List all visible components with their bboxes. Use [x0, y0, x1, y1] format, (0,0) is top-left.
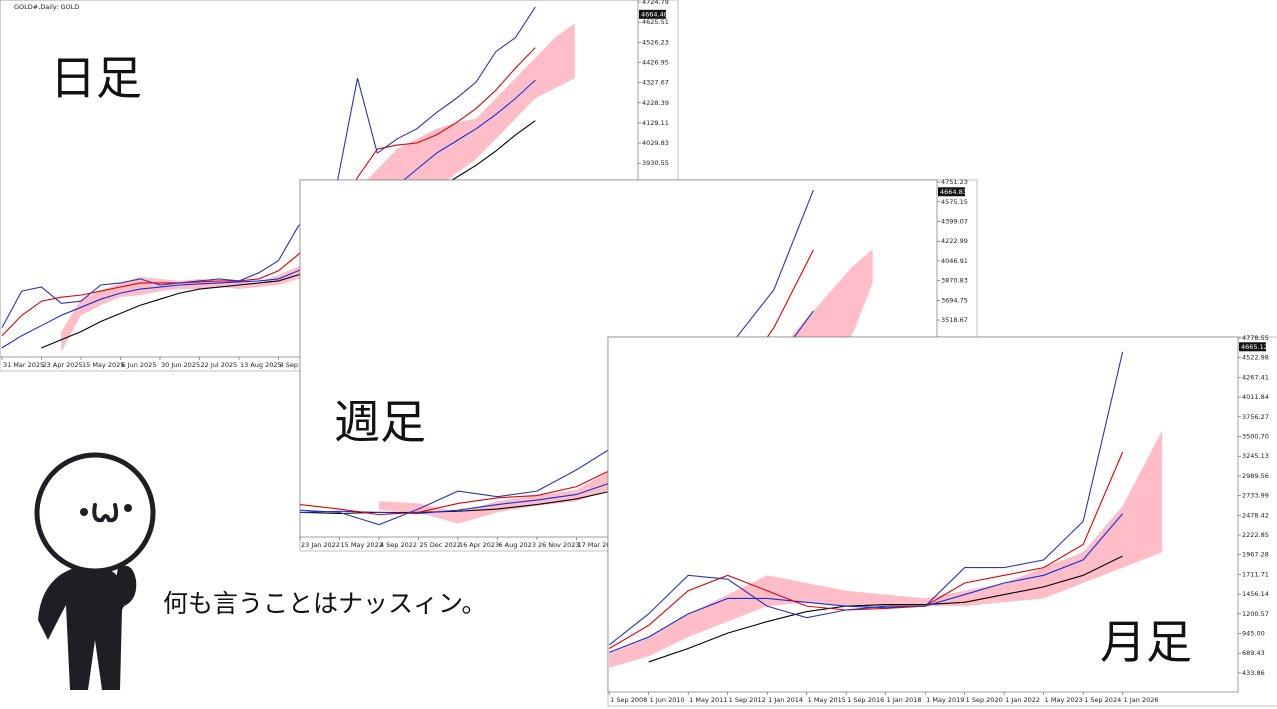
series-line — [1, 79, 536, 349]
y-tick-label: 2989.56 — [1242, 472, 1269, 480]
x-tick-label: 1 May 2015 — [808, 696, 846, 704]
x-tick-label: 15 May 2022 — [340, 541, 382, 549]
series-line — [1, 6, 536, 328]
x-tick-label: 1 Sep 2012 — [729, 696, 766, 704]
x-tick-label: 25 Dec 2022 — [419, 541, 461, 549]
y-tick-label: 3245.13 — [1242, 452, 1269, 460]
x-tick-label: 1 Jun 2010 — [650, 696, 685, 704]
caption: 何も言うことはナッスィン。 — [163, 589, 487, 618]
x-tick-label: 26 Nov 2023 — [538, 541, 580, 549]
y-tick-label: 4228.39 — [642, 99, 669, 107]
x-tick-label: 22 Jul 2025 — [200, 361, 237, 369]
x-tick-label: 31 Mar 2025 — [3, 361, 44, 369]
x-tick-label: 1 Jan 2026 — [1124, 696, 1159, 704]
chart-title: GOLD#,Daily: GOLD — [14, 3, 79, 11]
y-tick-label: 4724.79 — [642, 0, 669, 6]
x-tick-label: 15 May 2025 — [82, 361, 124, 369]
series-line — [608, 513, 1124, 653]
series-line — [41, 120, 536, 349]
x-tick-label: 1 May 2019 — [926, 696, 964, 704]
daily-label: 日足 — [50, 51, 142, 105]
y-tick-label: 3930.55 — [642, 159, 669, 167]
y-tick-label: 4399.07 — [941, 218, 968, 226]
x-tick-label: 13 Aug 2025 — [240, 361, 282, 369]
x-tick-label: 16 Apr 2023 — [459, 541, 499, 549]
y-tick-label: 4011.84 — [1242, 393, 1269, 401]
x-tick-label: 1 May 2011 — [689, 696, 727, 704]
y-tick-label: 3870.83 — [941, 277, 968, 285]
price-tag — [1239, 342, 1266, 352]
character — [34, 452, 156, 690]
series-line — [608, 451, 1124, 650]
y-tick-label: 3518.67 — [941, 316, 968, 324]
y-tick-label: 4522.98 — [1242, 354, 1269, 362]
price-tag-label: 4664.48 — [641, 10, 668, 18]
y-tick-label: 2733.99 — [1242, 492, 1269, 500]
x-tick-label: 23 Apr 2025 — [42, 361, 82, 369]
y-tick-label: 2478.42 — [1242, 511, 1269, 519]
y-tick-label: 945.00 — [1242, 630, 1265, 638]
y-tick-label: 1967.28 — [1242, 551, 1269, 559]
monthly-chart: 4778.55 4522.98 4267.41 4011.84 3756.27 3500.… — [607, 334, 1277, 707]
x-tick-label: 1 Sep 2020 — [966, 696, 1003, 704]
x-tick-label: 1 Jan 2022 — [1005, 696, 1040, 704]
y-tick-label: 4327.67 — [642, 79, 669, 87]
price-tag-label: 4664.83 — [940, 188, 967, 196]
x-tick-label: 1 Sep 2024 — [1084, 696, 1121, 704]
x-tick-label: 1 Sep 2008 — [610, 696, 647, 704]
y-tick-label: 4751.23 — [941, 178, 968, 186]
y-tick-label: 3694.75 — [941, 296, 968, 304]
y-tick-label: 4526.23 — [642, 38, 669, 46]
series-line — [648, 555, 1123, 663]
price-tag — [639, 9, 666, 19]
y-tick-label: 4029.83 — [642, 139, 669, 147]
x-tick-label: 23 Jan 2022 — [301, 541, 340, 549]
y-tick-label: 4625.51 — [642, 18, 669, 26]
y-tick-label: 4129.11 — [642, 119, 669, 127]
y-tick-label: 1456.14 — [1242, 590, 1269, 598]
cloud — [609, 430, 1163, 668]
weekly-label: 週足 — [334, 395, 426, 449]
x-tick-label: 30 Jun 2025 — [161, 361, 200, 369]
x-tick-label: 1 Jan 2014 — [768, 696, 803, 704]
y-tick-label: 3500.70 — [1242, 433, 1269, 441]
y-tick-label: 3756.27 — [1242, 413, 1269, 421]
y-tick-label: 4778.55 — [1242, 334, 1269, 342]
x-tick-label: 4 Sep 2025 — [280, 361, 317, 369]
x-tick-label: 1 Jan 2018 — [887, 696, 922, 704]
y-tick-label: 2222.85 — [1242, 531, 1269, 539]
y-tick-label: 1200.57 — [1242, 610, 1269, 618]
price-tag — [938, 187, 965, 197]
y-tick-label: 4222.99 — [941, 237, 968, 245]
monthly-label: 月足 — [1100, 615, 1192, 669]
y-tick-label: 4046.91 — [941, 257, 968, 265]
y-tick-label: 433.86 — [1242, 669, 1265, 677]
y-tick-label: 689.43 — [1242, 649, 1265, 657]
x-tick-label: 1 Sep 2016 — [847, 696, 884, 704]
x-tick-label: 17 Mar 2024 — [577, 541, 618, 549]
y-tick-label: 4426.95 — [642, 58, 669, 66]
y-tick-label: 1711.71 — [1242, 570, 1269, 578]
price-tag-label: 4665.12 — [1241, 343, 1268, 351]
series-line — [608, 351, 1124, 646]
x-tick-label: 6 Aug 2023 — [498, 541, 536, 549]
x-tick-label: 4 Sep 2022 — [380, 541, 417, 549]
y-tick-label: 4267.41 — [1242, 373, 1269, 381]
y-tick-label: 4575.15 — [941, 198, 968, 206]
x-tick-label: 6 Jun 2025 — [121, 361, 156, 369]
x-tick-label: 1 May 2023 — [1045, 696, 1083, 704]
